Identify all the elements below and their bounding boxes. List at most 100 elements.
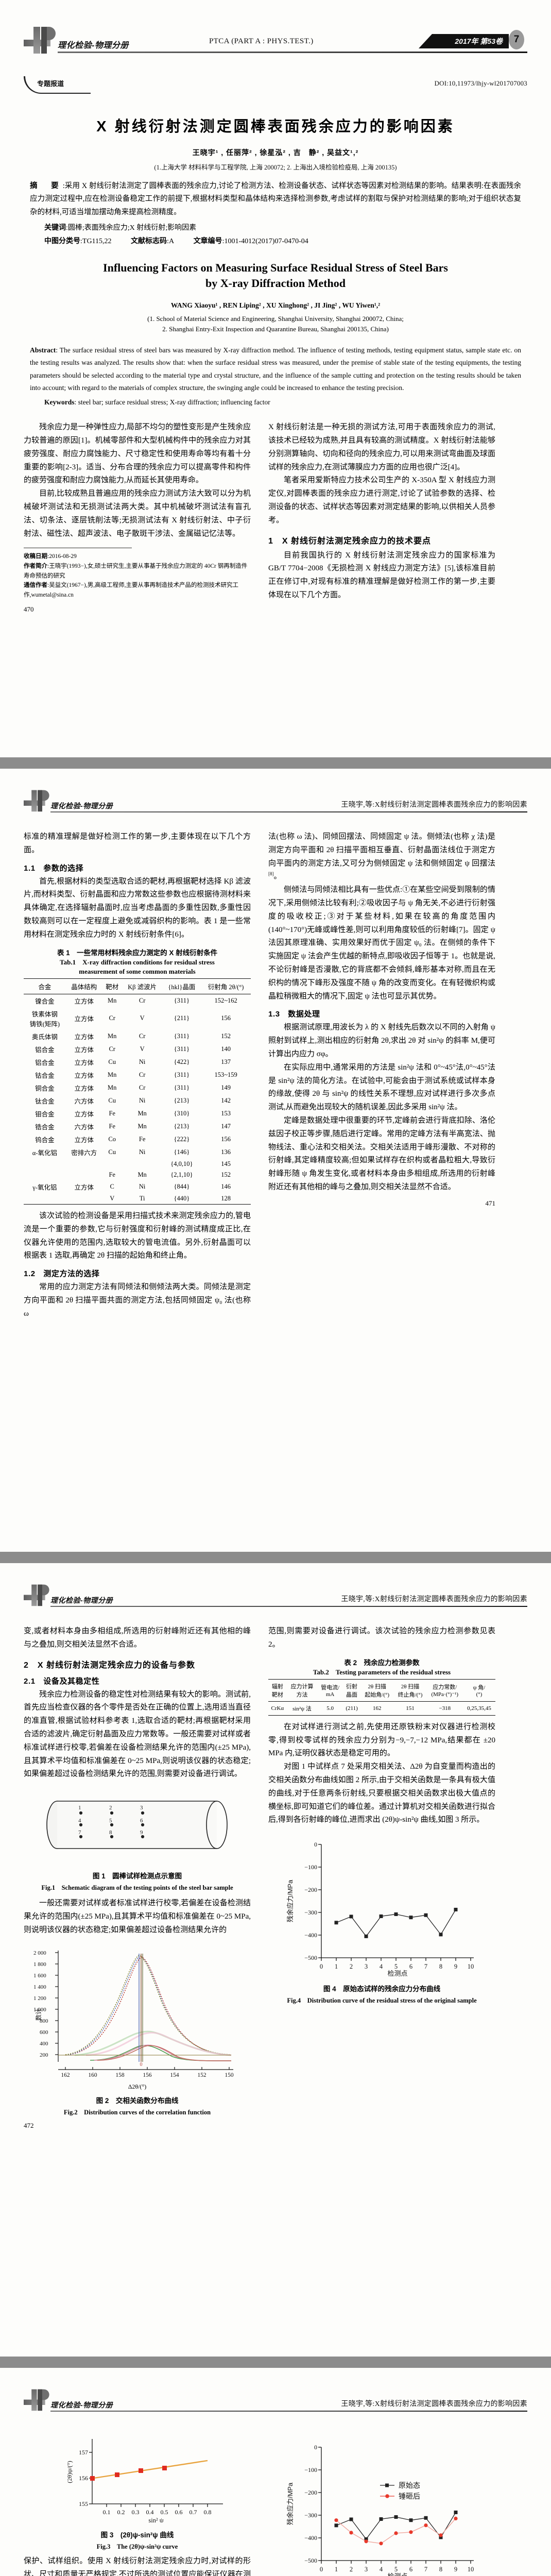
- abstract-en: Abstract: The surface residual stress of…: [30, 346, 522, 392]
- figure-4: 0 −100 −200 −300 −400 −500: [268, 1832, 495, 1979]
- svg-text:残余应力/MPa: 残余应力/MPa: [286, 1879, 294, 1922]
- authors-cn: 王晓宇¹ , 任丽萍² , 徐星泓² , 吉 静² , 吴益文¹,²: [192, 148, 359, 157]
- articleno-value: 1001-4012(2017)07-0470-04: [224, 238, 308, 246]
- journal-logo-icon: [24, 1584, 50, 1607]
- table-row: {4,0,10} 145: [24, 1159, 251, 1170]
- runhead-rule: [50, 811, 527, 812]
- paragraph: 该次试验的检测设备是采用扫描式技术来测定残余应力的,管电流是一个重要的参数,它与…: [24, 1211, 251, 1260]
- table-cell: Co: [108, 1135, 116, 1143]
- table-cell: 142: [221, 1096, 231, 1104]
- svg-text:检测点: 检测点: [387, 2572, 407, 2576]
- table-cell: [65, 1193, 102, 1205]
- table-cell: 151: [393, 1701, 427, 1716]
- table-cell: V: [102, 1193, 122, 1205]
- doccode-label: 文献标志码: [131, 236, 167, 245]
- table-cell: 镍合金: [35, 997, 55, 1005]
- keywords-text-cn: 圆棒;表面残余应力;X 射线衍射;影响因素: [67, 224, 197, 232]
- table-row: Fe Mn {2,1,10} 152: [24, 1170, 251, 1180]
- classification-line: 中图分类号:TG115,22 文献标志码:A 文章编号:1001-4012(20…: [44, 236, 308, 246]
- table-cell: Ni: [139, 1148, 146, 1156]
- table-cell: [24, 1193, 66, 1205]
- doi-text: DOI:10,11973/lhjy-wl201707003: [434, 79, 527, 87]
- footnote-author-text: 王晓宇(1993−),女,硕士研究生,主要从事基于残余应力测定的 40Cr 钢再…: [24, 563, 248, 579]
- paragraph: 范围,则需要对设备进行调试。该次试验的残余应力检测参数见表 2。: [268, 1627, 495, 1649]
- table-cell: Mn: [108, 1032, 117, 1040]
- chart-legend: 原始态 锤砸后: [380, 2481, 420, 2500]
- svg-text:−400: −400: [304, 2534, 317, 2541]
- figure-3-caption-en: Fig.3 The (2θ)ψ-sin²ψ curve: [96, 2543, 178, 2550]
- svg-text:数计: 数计: [35, 2008, 42, 2021]
- svg-text:7: 7: [424, 2566, 427, 2573]
- articleno-label: 文章编号: [193, 236, 222, 245]
- table-cell: 立方体: [74, 1084, 94, 1092]
- page-2: 理化检验-物理分册 王晓宇,等:X射线衍射法测定圆棒表面残余应力的影响因素 标准…: [0, 769, 551, 1552]
- residual-stress-original-chart: 0 −100 −200 −300 −400 −500: [286, 1841, 474, 1977]
- page-3: 理化检验-物理分册 王晓宇,等:X射线衍射法测定圆棒表面残余应力的影响因素 变,…: [0, 1563, 551, 2357]
- table-cell: 铁素体钢 铸铁(矩阵): [29, 1010, 60, 1028]
- table-cell: {211}: [174, 1014, 190, 1022]
- table-cell: α-氧化铝: [32, 1149, 57, 1157]
- page1-columns: 残余应力是一种弹性应力,局部不均匀的塑性变形是产生残余应力较普遍的原因[1]。机…: [24, 421, 527, 613]
- svg-text:4: 4: [78, 1818, 81, 1824]
- table-cell: 153~159: [214, 1071, 237, 1078]
- figure-2-xlabel: Δ2θ/(°): [128, 2082, 147, 2090]
- affiliation-cn: (1.上海大学 材料科学与工程学院, 上海 200072; 2. 上海出入境检验…: [154, 164, 397, 171]
- paragraph: 一般还需要对试样或者标准试样进行校零,若偏差在设备检测结果允许的范围内(±25 …: [24, 1899, 251, 1934]
- svg-text:原始态: 原始态: [399, 2481, 420, 2489]
- svg-text:−100: −100: [304, 2466, 317, 2473]
- table-cell: Cr: [139, 1032, 146, 1040]
- table-cell: Ni: [139, 1182, 146, 1190]
- figure-4-caption-cn: 图 4 原始态试样的残余应力分布曲线: [323, 1985, 441, 1993]
- table-cell: {422}: [174, 1058, 190, 1065]
- svg-text:0.8: 0.8: [203, 2509, 211, 2516]
- table-row: CrKα sin²ψ 法 5.0 (211) 162 151 −318 0,25,35,45: [268, 1701, 495, 1716]
- title-en-line1: Influencing Factors on Measuring Surface…: [103, 261, 448, 275]
- page-title-en: Influencing Factors on Measuring Surface…: [36, 260, 515, 291]
- table-1: 合金 晶体结构 靶材 Kβ 滤波片 {hkl}晶面 衍射角 2θ/(°) 镍合金 立方体 Mn…: [24, 978, 251, 1205]
- svg-text:6: 6: [140, 1818, 143, 1824]
- table-cell: 立方体: [74, 1110, 94, 1118]
- residual-stress-hammer-chart: 0 −100 −200 −300 −400 −500: [286, 2444, 474, 2576]
- svg-text:152: 152: [197, 2072, 206, 2078]
- table-column-header: 晶体结构: [65, 978, 102, 994]
- table-cell: Ti: [122, 1193, 163, 1205]
- table-cell: 立方体: [74, 1015, 94, 1023]
- table1-caption-cn: 表 1 一些常用材料残余应力测定的 X 射线衍射条件: [57, 948, 218, 957]
- table-2: 辐射 靶材 应力计算 方法 管电流/mA 衍射 晶面 2θ 扫描 起始角/(°) 2θ 扫描 终止角…: [268, 1679, 495, 1716]
- running-head-page3: 理化检验-物理分册 王晓宇,等:X射线衍射法测定圆棒表面残余应力的影响因素: [24, 1584, 527, 1613]
- table-cell: 立方体: [74, 1046, 94, 1054]
- table-cell: [66, 1170, 102, 1180]
- table-cell: Cu: [108, 1148, 116, 1156]
- table-column-header: 管电流/mA: [317, 1679, 343, 1702]
- svg-text:5: 5: [109, 1818, 112, 1824]
- table-cell: (211): [343, 1701, 361, 1716]
- page3-col-right: 范围,则需要对设备进行调试。该次试验的残余应力检测参数见表 2。 表 2 残余应…: [268, 1625, 495, 2130]
- runhead-rule: [50, 1606, 527, 1607]
- svg-text:3: 3: [364, 2566, 367, 2573]
- page4-columns: 157 156 155: [24, 2430, 527, 2576]
- svg-text:0.2: 0.2: [117, 2509, 125, 2516]
- table-cell: Mn: [108, 1083, 117, 1091]
- table-cell: [24, 1159, 66, 1170]
- table-cell: 0,25,35,45: [462, 1701, 495, 1716]
- table-cell: Mn: [108, 996, 117, 1004]
- table-cell: Fe: [139, 1135, 146, 1143]
- table-row: 铝合金 立方体 Cu Ni {422} 137: [24, 1056, 251, 1069]
- table-cell: 128: [201, 1193, 251, 1205]
- paragraph: 残余应力检测设备的稳定性对检测结果有较大的影响。测试前,首先应当检查仪器的各个零…: [24, 1690, 251, 1778]
- table-cell: 六方体: [74, 1097, 94, 1105]
- footnote-author-label: 作者简介: [24, 563, 47, 570]
- paragraph: 常用的应力测定方法有同倾法和侧倾法两大类。同倾法是测定方向平面和 2θ 扫描平面…: [24, 1283, 251, 1318]
- table-header-row: 合金 晶体结构 靶材 Kβ 滤波片 {hkl}晶面 衍射角 2θ/(°): [24, 978, 251, 994]
- table-cell: [122, 1159, 163, 1170]
- subsection-heading-2-1: 2.1 设备及其稳定性: [24, 1676, 100, 1686]
- table-cell: {310}: [174, 1109, 190, 1117]
- figure-5: 0 −100 −200 −300 −400 −500: [268, 2435, 495, 2576]
- paragraph: 笔者采用爱斯特应力技术公司生产的 X-350A 型 X 射线应力测定仪,对圆棒表…: [268, 476, 495, 524]
- figure-2-caption-en: Fig.2 Distribution curves of the correla…: [63, 2108, 211, 2116]
- keywords-text-en: steel bar; surface residual stress; X-ra…: [78, 398, 270, 406]
- table-cell: 立方体: [74, 997, 94, 1005]
- svg-text:2 000: 2 000: [33, 1950, 46, 1956]
- table-cell: 140: [221, 1045, 231, 1053]
- svg-text:156: 156: [143, 2072, 152, 2078]
